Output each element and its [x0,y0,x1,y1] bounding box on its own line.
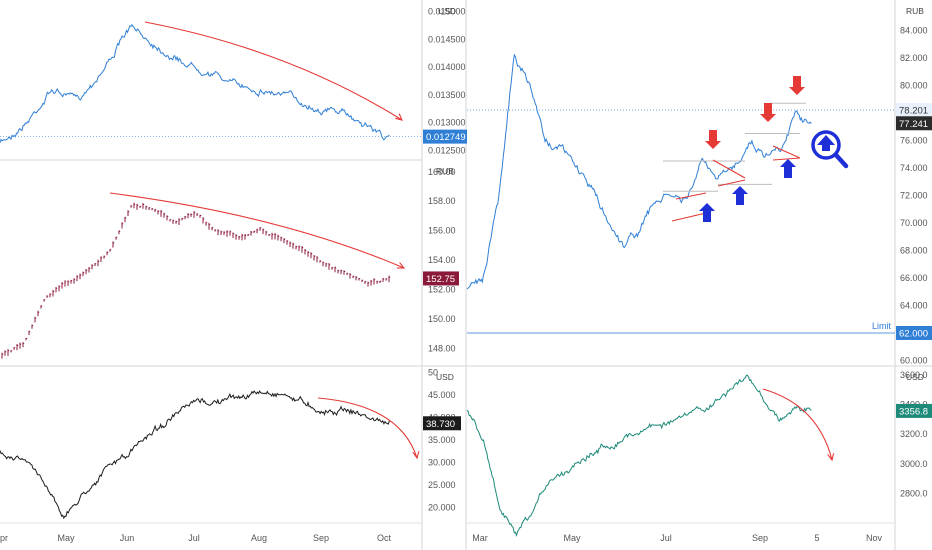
y-tick-label: 0.012500 [428,145,466,155]
y-tick-label: 50 [428,368,438,378]
currency-label: USD [438,6,456,16]
y-tick-label: 84.000 [900,25,928,35]
x-tick-label: Nov [866,533,883,543]
magnifier-handle [833,152,849,169]
y-tick-label: 2800.0 [900,488,928,498]
y-tick-label: 20.000 [428,502,456,512]
channel-line [772,145,801,159]
y-tick-label: 158.00 [428,196,456,206]
y-tick-label: 0.013000 [428,118,466,128]
y-tick-label: 66.000 [900,273,928,283]
limit-price-label: 62.000 [899,328,928,339]
y-tick-label: 80.000 [900,80,928,90]
magnifier-up-arrow-icon [811,130,849,169]
trend-curve [762,388,833,461]
price-label: 0.012749 [426,132,466,143]
channel-line [675,192,707,200]
series-line [466,374,812,538]
x-tick-label: pr [0,533,8,543]
y-tick-label: 74.000 [900,163,928,173]
y-tick-label: 72.000 [900,190,928,200]
limit-price-label-bg [896,325,932,340]
arrow-up-marker-icon [699,203,715,222]
trend-arrowhead [396,262,406,269]
arrow-up-marker-icon [780,159,796,178]
channel-line [712,159,746,179]
price-label-bg [423,129,467,144]
y-tick-label: 30.000 [428,457,456,467]
x-tick-label: Jul [188,533,200,543]
currency-label: RUB [436,166,454,176]
y-tick-label: 0.013500 [428,90,466,100]
price-label: 3356.8 [899,406,928,417]
price-label: 38.730 [426,419,455,430]
y-tick-label: 64.000 [900,300,928,310]
price-label-bg [896,116,932,131]
price-label: 77.241 [899,119,928,130]
y-tick-label: 3600.0 [900,370,928,380]
series-line [466,53,812,290]
x-tick-label: 5 [814,533,819,543]
channel-line [717,179,746,187]
y-tick-label: 82.000 [900,53,928,63]
trend-arrowhead [827,453,835,462]
trend-arrowhead [395,113,403,121]
price-label-bg [896,403,932,418]
trend-curve [144,21,403,121]
x-tick-label: Jun [120,533,135,543]
x-tick-label: Mar [472,533,488,543]
y-tick-label: 148.00 [428,343,456,353]
series-line [0,23,390,143]
y-tick-label: 152.00 [428,284,456,294]
y-tick-label: 76.000 [900,135,928,145]
arrow-down-marker-icon [760,103,776,122]
price-label-bg [896,103,932,118]
currency-label: RUB [906,6,924,16]
y-tick-label: 68.000 [900,245,928,255]
x-tick-label: Aug [251,533,267,543]
x-tick-label: Oct [377,533,392,543]
x-tick-label: May [57,533,75,543]
y-tick-label: 35.000 [428,435,456,445]
channel-line [671,212,707,222]
y-tick-label: 160.00 [428,167,456,177]
magnifier-lens [811,130,841,160]
y-tick-label: 60.000 [900,355,928,365]
trend-curve [109,192,405,269]
series-bars [1,202,391,359]
y-tick-label: 3000.0 [900,459,928,469]
y-tick-label: 0.014500 [428,34,466,44]
limit-label: Limit [872,321,892,331]
trend-curve [317,397,418,459]
y-tick-label: 3200.0 [900,429,928,439]
price-label-bg [423,271,459,286]
y-tick-label: 156.00 [428,226,456,236]
channel-line [772,157,801,161]
arrow-down-marker-icon [705,130,721,149]
x-tick-label: May [563,533,581,543]
x-tick-label: Jul [660,533,672,543]
arrow-up-marker-icon [732,186,748,205]
currency-label: USD [906,372,924,382]
y-tick-label: 150.00 [428,314,456,324]
x-tick-label: Sep [313,533,329,543]
y-tick-label: 0.015000 [428,7,466,17]
y-tick-label: 45.000 [428,390,456,400]
x-tick-label: Sep [752,533,768,543]
y-tick-label: 70.000 [900,218,928,228]
series-line [0,390,390,520]
magnifier-arrow [817,135,835,151]
price-label: 78.201 [899,106,928,117]
y-tick-label: 0.014000 [428,62,466,72]
price-label-bg [423,416,461,431]
trend-arrowhead [412,451,420,460]
y-tick-label: 154.00 [428,255,456,265]
price-label: 152.75 [426,274,455,285]
y-tick-label: 25.000 [428,480,456,490]
arrow-down-marker-icon [789,76,805,95]
currency-label: USD [436,372,454,382]
